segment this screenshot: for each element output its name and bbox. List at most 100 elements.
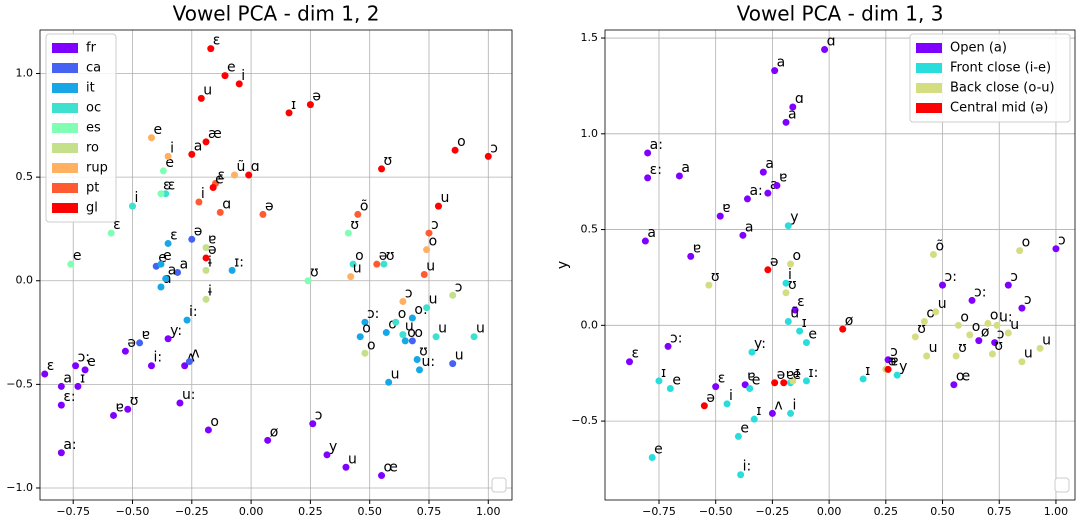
point-label: i (135, 190, 139, 206)
point (361, 318, 369, 326)
point (911, 333, 919, 341)
point-label: e (153, 122, 162, 138)
point (675, 172, 683, 180)
point (884, 356, 892, 364)
point (323, 451, 331, 459)
point-label: ɔ: (367, 306, 379, 322)
point-label: o (407, 325, 416, 341)
point-label: ɛ (631, 346, 639, 362)
point (347, 273, 355, 281)
point (385, 378, 393, 386)
point-label: o (1022, 235, 1031, 251)
point-label: e (158, 250, 167, 266)
point-label: a (777, 55, 786, 71)
point-label: ɪ (865, 363, 870, 379)
point (399, 331, 407, 339)
point-label: e (808, 327, 817, 343)
point (304, 277, 312, 285)
point-label: a (765, 156, 774, 172)
point-label: ə (127, 335, 136, 351)
point-label: u (426, 259, 435, 275)
legend-swatch (916, 83, 942, 93)
point (743, 195, 751, 203)
point (984, 319, 992, 327)
point (181, 362, 189, 370)
point-label: i: (743, 459, 752, 475)
point (920, 317, 928, 325)
point (41, 370, 49, 378)
point-label: e (793, 367, 802, 383)
point-label: ɪ (291, 97, 296, 113)
point-label: a (168, 263, 177, 279)
point (67, 260, 75, 268)
x-tick-label: 0.75 (417, 505, 442, 517)
point (789, 377, 797, 385)
point-label: ɔ (405, 285, 413, 301)
point-label: u: (421, 354, 435, 370)
point-label: ʊ (310, 265, 319, 281)
point-label: ɔ: (78, 350, 90, 366)
point-label: ɔ (1010, 269, 1018, 285)
x-tick-label: −0.75 (56, 505, 90, 517)
x-tick-label: −0.25 (756, 505, 790, 517)
point (451, 146, 459, 154)
empty-legend (491, 477, 507, 493)
legend-swatch (52, 143, 78, 153)
point (157, 260, 165, 268)
point (782, 118, 790, 126)
point (625, 358, 633, 366)
point (361, 349, 369, 357)
legend-swatch (52, 83, 78, 93)
point-label: ũ (236, 159, 245, 175)
point-label: u (438, 321, 447, 337)
legend-label: ca (86, 61, 101, 76)
point-label: o: (990, 307, 1003, 323)
point-label: ɐ (779, 170, 787, 186)
legend-label: Central mid (ə) (950, 101, 1048, 116)
point (164, 239, 172, 247)
point-label: y (329, 439, 337, 455)
point-label: ə (208, 242, 217, 258)
point (425, 229, 433, 237)
point (1016, 247, 1024, 255)
point-label: e (215, 171, 224, 187)
point-label: e (740, 420, 749, 436)
point (768, 409, 776, 417)
point (197, 94, 205, 102)
point (176, 399, 184, 407)
point (129, 202, 137, 210)
point-label: ɔ (997, 327, 1005, 343)
point-label: o (793, 248, 802, 264)
point-label: ɪ (661, 365, 666, 381)
point-label: o (972, 319, 981, 335)
point-label: ɔ (315, 408, 323, 424)
point-label: ɛ (168, 178, 176, 194)
point-label: ʌ (187, 350, 195, 366)
point-label: ɪ (802, 315, 807, 331)
y-tick-label: 1.0 (16, 67, 34, 80)
point-label: ɑ (795, 91, 804, 107)
point-label: u (405, 319, 414, 335)
point (420, 271, 428, 279)
point-label: ʊ (917, 321, 926, 337)
point-label: u (929, 340, 938, 356)
point-label: œ (956, 369, 970, 385)
point-label: ʊ (130, 393, 139, 409)
point (57, 401, 65, 409)
point (787, 409, 795, 417)
legend-frame (909, 33, 1071, 123)
point (392, 318, 400, 326)
point-label: u (440, 190, 449, 206)
point-label: õ (935, 238, 944, 254)
point (342, 463, 350, 471)
point (939, 281, 947, 289)
point-label: ʊ (994, 338, 1003, 354)
point-label: ɔ: (945, 269, 957, 285)
point-label: ɛ: (650, 162, 662, 178)
point-label: ɐ (693, 240, 701, 256)
y-tick-label: 0.0 (16, 274, 34, 287)
point-label: i (793, 397, 797, 413)
point-label: o (429, 234, 438, 250)
point-label: u (353, 261, 362, 277)
point (306, 101, 314, 109)
